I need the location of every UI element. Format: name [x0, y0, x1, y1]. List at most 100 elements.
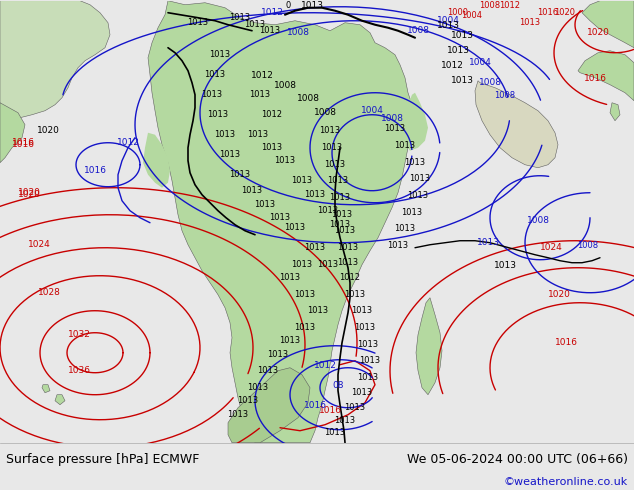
Text: 1013: 1013: [294, 323, 316, 332]
Text: 1013: 1013: [245, 20, 266, 29]
Polygon shape: [42, 385, 50, 392]
Text: 1013: 1013: [351, 306, 373, 315]
Text: 1008: 1008: [273, 81, 297, 90]
Text: 1016: 1016: [538, 8, 559, 17]
Text: 1016: 1016: [318, 406, 342, 415]
Text: 08: 08: [332, 381, 344, 390]
Text: 1020: 1020: [18, 188, 41, 196]
Text: 1016: 1016: [304, 401, 327, 410]
Text: 1013: 1013: [292, 176, 313, 185]
Text: ©weatheronline.co.uk: ©weatheronline.co.uk: [503, 477, 628, 487]
Text: 1013: 1013: [384, 124, 406, 133]
Text: 1008: 1008: [406, 25, 429, 35]
Text: 1013: 1013: [304, 243, 326, 252]
Text: 1013: 1013: [446, 46, 470, 55]
Text: 1013: 1013: [394, 224, 415, 233]
Text: 1008: 1008: [578, 241, 598, 250]
Polygon shape: [403, 93, 428, 151]
Text: 1013: 1013: [202, 90, 223, 99]
Text: 1013: 1013: [321, 143, 342, 152]
Text: 1016: 1016: [12, 140, 35, 149]
Text: 1013: 1013: [188, 18, 209, 27]
Text: 1013: 1013: [335, 226, 356, 235]
Text: 1013: 1013: [214, 130, 236, 139]
Text: 1004: 1004: [437, 16, 460, 24]
Text: 1013: 1013: [335, 416, 356, 425]
Text: 1013: 1013: [257, 366, 278, 375]
Text: 1016: 1016: [12, 138, 35, 147]
Text: 1013: 1013: [209, 50, 231, 59]
Text: 1013: 1013: [275, 156, 295, 165]
Text: 1020: 1020: [555, 8, 576, 17]
Text: 1013: 1013: [387, 241, 408, 250]
Text: 1004: 1004: [361, 106, 384, 115]
Text: 1013: 1013: [451, 31, 474, 40]
Text: 1013: 1013: [242, 186, 262, 195]
Text: 1013: 1013: [354, 323, 375, 332]
Polygon shape: [0, 0, 110, 122]
Text: 1013: 1013: [330, 220, 351, 229]
Text: 1013: 1013: [451, 76, 474, 85]
Text: 1013: 1013: [358, 340, 378, 349]
Text: 1032: 1032: [68, 330, 91, 339]
Text: 1013: 1013: [285, 223, 306, 232]
Text: 1013: 1013: [280, 273, 301, 282]
Text: 1013: 1013: [238, 396, 259, 405]
Text: 1013: 1013: [301, 0, 323, 10]
Text: 1028: 1028: [38, 288, 61, 297]
Text: 1013: 1013: [410, 174, 430, 183]
Text: 1008: 1008: [526, 216, 550, 225]
Text: 1013: 1013: [294, 290, 316, 299]
Text: 1013: 1013: [207, 110, 229, 119]
Text: 1016: 1016: [84, 166, 107, 175]
Text: 0: 0: [285, 0, 290, 10]
Text: 1013: 1013: [359, 356, 380, 365]
Text: 1013: 1013: [259, 26, 281, 35]
Text: 1036: 1036: [68, 366, 91, 375]
Text: 1013: 1013: [204, 70, 226, 79]
Text: 1008: 1008: [479, 0, 501, 10]
Text: 1013: 1013: [493, 261, 517, 270]
Text: 1013: 1013: [318, 206, 339, 215]
Text: 1013: 1013: [261, 143, 283, 152]
Text: 1012: 1012: [500, 0, 521, 10]
Text: 1024: 1024: [540, 243, 563, 252]
Text: 1013: 1013: [307, 306, 328, 315]
Text: 1013: 1013: [268, 350, 288, 359]
Text: 1008: 1008: [313, 108, 337, 117]
Text: 1012: 1012: [339, 273, 361, 282]
Text: 1013: 1013: [404, 158, 425, 167]
Polygon shape: [0, 103, 25, 163]
Text: 1013: 1013: [219, 150, 240, 159]
Text: 1024: 1024: [28, 240, 51, 249]
Text: 1008: 1008: [297, 94, 320, 103]
Text: 1008: 1008: [495, 91, 515, 100]
Text: 1013: 1013: [436, 21, 460, 30]
Text: 1013: 1013: [228, 410, 249, 419]
Text: 1016: 1016: [555, 338, 578, 347]
Polygon shape: [55, 395, 65, 405]
Text: 1013: 1013: [269, 213, 290, 222]
Text: 1013: 1013: [325, 428, 346, 437]
Text: 1013: 1013: [325, 160, 346, 169]
Text: 1013: 1013: [247, 130, 269, 139]
Text: 1013: 1013: [408, 191, 429, 200]
Text: 1013: 1013: [254, 200, 276, 209]
Text: 1012: 1012: [261, 8, 283, 17]
Text: 1020: 1020: [586, 28, 609, 37]
Text: 1013: 1013: [304, 190, 326, 199]
Text: 1013: 1013: [332, 210, 353, 219]
Text: 1013: 1013: [394, 141, 415, 150]
Text: 1012: 1012: [441, 61, 463, 70]
Text: 1013: 1013: [230, 13, 250, 22]
Text: 1013: 1013: [519, 18, 541, 27]
Polygon shape: [143, 133, 170, 188]
Text: 1013: 1013: [230, 170, 250, 179]
Text: 1020: 1020: [18, 190, 41, 199]
Polygon shape: [148, 0, 415, 443]
Text: 1013: 1013: [351, 388, 373, 397]
Text: We 05-06-2024 00:00 UTC (06+66): We 05-06-2024 00:00 UTC (06+66): [406, 453, 628, 466]
Text: 1008: 1008: [380, 114, 403, 122]
Text: 1012: 1012: [261, 110, 283, 119]
Text: 1013: 1013: [280, 336, 301, 345]
